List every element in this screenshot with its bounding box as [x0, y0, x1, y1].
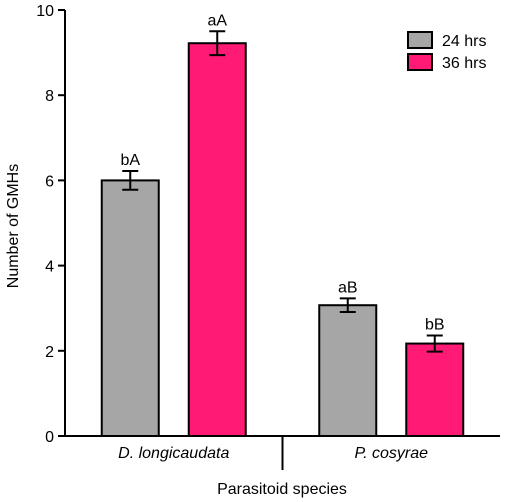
significance-label: aB: [338, 279, 358, 296]
y-tick-label: 8: [45, 88, 54, 105]
bar: [405, 342, 465, 438]
y-tick-label: 2: [45, 344, 54, 361]
y-axis: 0 2 4 6 8 10: [36, 3, 66, 446]
y-tick-label: 10: [36, 3, 54, 20]
significance-label: bB: [425, 316, 445, 333]
x-category-label: P. cosyrae: [354, 445, 428, 462]
significance-label: bA: [120, 152, 140, 169]
significance-label: aA: [207, 12, 227, 29]
bar: [318, 304, 378, 437]
legend-label: 24 hrs: [442, 33, 486, 50]
y-axis-title: Number of GMHs: [5, 164, 22, 288]
x-category-label: D. longicaudata: [118, 445, 229, 462]
x-axis-title: Parasitoid species: [217, 481, 347, 498]
bars-group: bA aA aB bB: [100, 12, 465, 438]
y-tick-label: 4: [45, 259, 54, 276]
legend-label: 36 hrs: [442, 55, 486, 72]
legend-swatch: [407, 53, 433, 71]
legend-swatch: [407, 31, 433, 49]
y-tick-label: 6: [45, 173, 54, 190]
legend: 24 hrs 36 hrs: [407, 31, 486, 72]
bar: [187, 42, 247, 438]
y-tick-label: 0: [45, 429, 54, 446]
bar: [100, 179, 160, 437]
x-axis: D. longicaudata P. cosyrae: [65, 435, 500, 470]
